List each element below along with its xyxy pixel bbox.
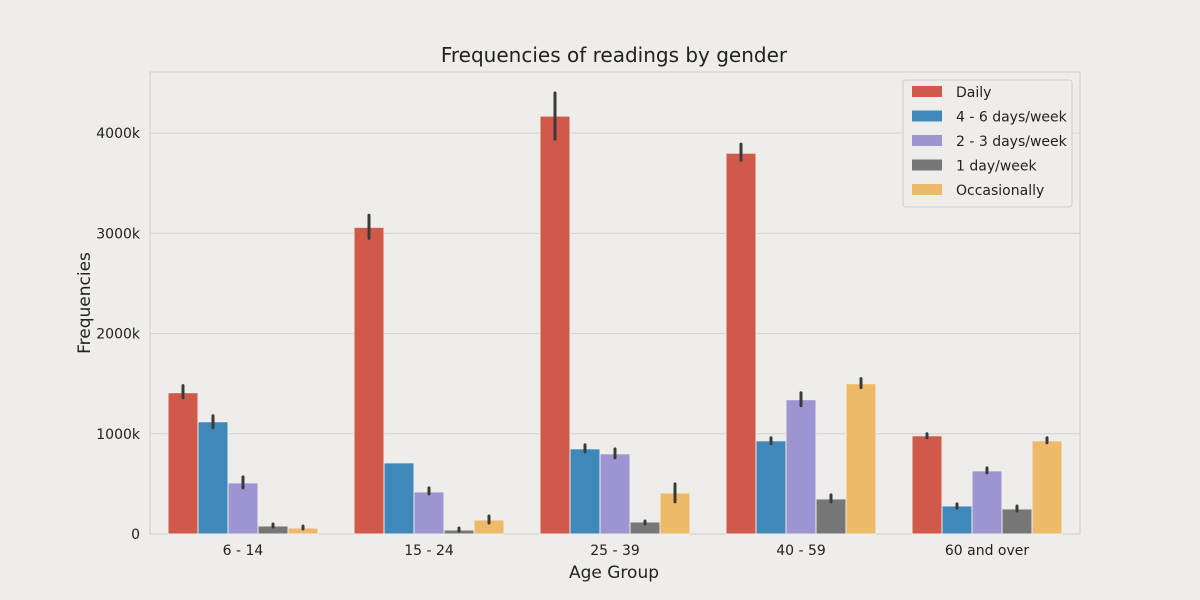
bar-3-5 [971,470,1003,535]
legend-label: 4 - 6 days/week [956,110,1068,126]
x-tick-label: 60 and over [945,543,1030,559]
bar-1-4 [725,152,757,535]
legend: Daily 4 - 6 days/week 2 - 3 days/week 1 day… [902,79,1073,208]
y-tick-labels: 0 1000k 2000k 3000k 4000k [96,126,141,543]
legend-swatch [912,86,942,97]
bar-3-2 [413,491,445,535]
y-tick-label: 3000k [96,226,141,242]
bar-3-3 [599,453,631,535]
legend-swatch [912,184,942,195]
x-axis-label: Age Group [569,563,659,583]
legend-swatch [912,135,942,146]
x-tick-label: 40 - 59 [776,543,826,559]
legend-box [902,79,1073,208]
legend-label: Occasionally [956,183,1044,199]
bar-2-1 [197,421,229,535]
legend-swatch [912,110,942,122]
bar-2-3 [569,448,601,535]
legend-label: 2 - 3 days/week [956,134,1068,150]
error-bars [181,91,1049,533]
bar-4-4 [815,498,847,535]
x-tick-label: 15 - 24 [404,543,454,559]
bar-1-3 [539,115,571,535]
bar-4-5 [1001,508,1033,535]
y-tick-label: 0 [131,527,140,543]
x-tick-label: 6 - 14 [223,543,264,559]
bar-1-1 [167,392,199,535]
bar-1-5 [911,435,943,535]
bar-1-2 [353,226,385,535]
bar-5-5 [1031,440,1063,535]
bar-5-4 [845,383,877,535]
bar-3-1 [227,482,259,535]
chart-title: Frequencies of readings by gender [441,43,788,67]
x-tick-labels: 6 - 14 15 - 24 25 - 39 40 - 59 60 and over [223,543,1030,559]
x-tick-label: 25 - 39 [590,543,640,559]
legend-label: 1 day/week [956,159,1038,175]
y-tick-label: 1000k [96,427,141,443]
bar-2-2 [383,462,415,535]
bars [167,115,1063,535]
bar-2-4 [755,440,787,535]
bar-3-4 [785,399,817,535]
y-tick-label: 2000k [96,327,141,343]
y-tick-label: 4000k [96,126,141,142]
y-axis-label: Frequencies [75,252,95,354]
bar-2-5 [941,505,973,535]
legend-swatch [912,159,942,171]
legend-label: Daily [956,85,991,101]
